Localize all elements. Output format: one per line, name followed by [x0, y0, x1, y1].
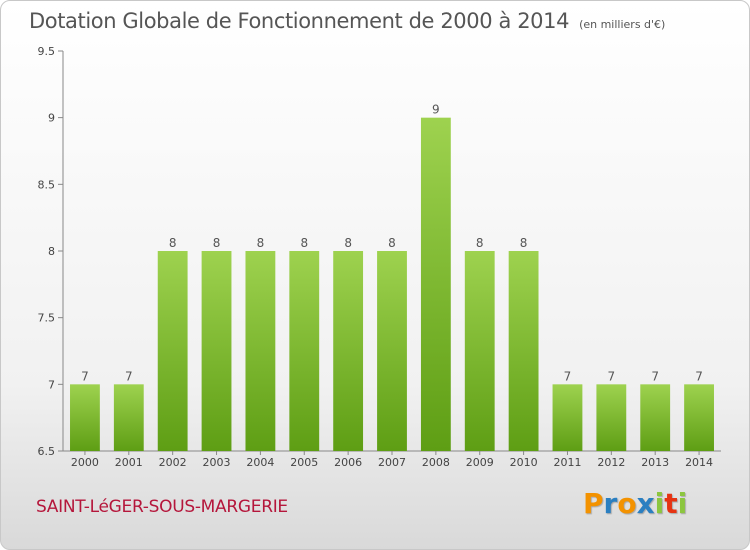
bar [596, 384, 627, 451]
x-tick-label: 2005 [290, 456, 318, 469]
y-tick-label: 9.5 [38, 45, 56, 58]
bar-value-label: 7 [81, 369, 89, 383]
bar-value-label: 7 [608, 369, 616, 383]
logo-letter: P [583, 487, 604, 520]
proxiti-logo[interactable]: Proxiti [583, 487, 687, 520]
chart-title: Dotation Globale de Fonctionnement de 20… [29, 9, 666, 33]
bar-value-label: 8 [344, 236, 352, 250]
x-tick-label: 2006 [334, 456, 362, 469]
bar [464, 251, 495, 451]
y-tick-label: 8 [48, 245, 55, 258]
bar [113, 384, 144, 451]
axes: 6.5 7 7.5 8 8.5 9 9.5 2000 2001 2002 2003 2004 2005 2… [38, 45, 721, 469]
x-tick-label: 2009 [466, 456, 494, 469]
bar [70, 384, 100, 451]
logo-letter: t [664, 487, 678, 520]
bar [508, 251, 539, 451]
bar [201, 251, 232, 451]
chart-subtitle: (en milliers d'€) [579, 18, 666, 31]
y-tick-label: 7 [48, 378, 55, 391]
bar-value-label: 7 [695, 369, 703, 383]
bar-value-label: 9 [432, 103, 440, 117]
x-tick-label: 2008 [422, 456, 450, 469]
bar-value-label: 7 [651, 369, 659, 383]
bar [552, 384, 583, 451]
logo-letter: i [677, 487, 688, 520]
x-tick-label: 2010 [510, 456, 538, 469]
x-tick-label: 2004 [246, 456, 274, 469]
bar [640, 384, 671, 451]
bar [420, 117, 451, 452]
bar-value-label: 8 [300, 236, 308, 250]
y-tick-label: 9 [48, 112, 55, 125]
bar [377, 251, 407, 451]
bar [245, 251, 276, 451]
logo-letter: x [636, 487, 655, 520]
bar-value-label: 8 [388, 236, 396, 250]
x-tick-label: 2011 [553, 456, 581, 469]
bar-value-label: 8 [476, 236, 484, 250]
bar-value-label: 8 [213, 236, 221, 250]
bar [684, 384, 714, 451]
bar-value-label: 8 [169, 236, 177, 250]
bar [289, 251, 320, 451]
bar-value-label: 7 [564, 369, 572, 383]
bar-value-label: 7 [125, 369, 133, 383]
y-tick-label: 6.5 [38, 445, 56, 458]
x-tick-label: 2001 [115, 456, 143, 469]
x-tick-label: 2012 [597, 456, 625, 469]
x-tick-label: 2014 [685, 456, 713, 469]
bars [70, 117, 714, 452]
bar-value-label: 8 [257, 236, 265, 250]
logo-letter: i [654, 487, 665, 520]
bar-value-label: 8 [520, 236, 528, 250]
y-tick-label: 7.5 [38, 312, 56, 325]
bar [157, 251, 188, 451]
x-tick-label: 2000 [71, 456, 99, 469]
bar [333, 251, 364, 451]
x-tick-label: 2002 [159, 456, 187, 469]
x-tick-label: 2003 [203, 456, 231, 469]
logo-letter: r [603, 487, 618, 520]
commune-name: SAINT-LéGER-SOUS-MARGERIE [36, 497, 288, 517]
labels: 7 7 8 8 8 8 8 8 9 8 8 7 7 7 7 [81, 103, 703, 384]
logo-letter: o [617, 487, 637, 520]
y-tick-label: 8.5 [38, 178, 56, 191]
x-tick-label: 2007 [378, 456, 406, 469]
x-tick-label: 2013 [641, 456, 669, 469]
